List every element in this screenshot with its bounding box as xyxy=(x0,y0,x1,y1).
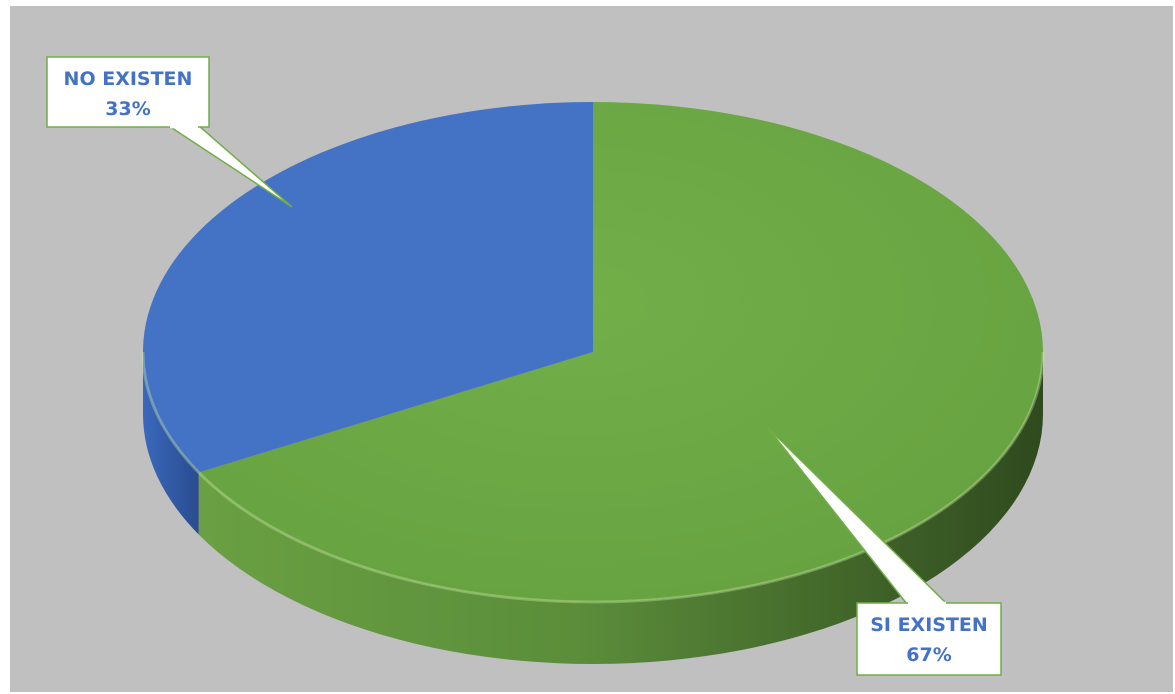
callout-box xyxy=(46,56,210,128)
pie-slice-si-existen xyxy=(198,102,1043,602)
pie-side-no-existen xyxy=(143,352,199,535)
data-label-category: NO EXISTEN xyxy=(64,68,193,90)
data-label-no-existen: NO EXISTEN 33% xyxy=(46,56,293,208)
pie-rim-highlight xyxy=(141,351,1045,604)
callout-box xyxy=(856,602,1002,676)
data-labels: SI EXISTEN 67% NO EXISTEN 33% xyxy=(46,56,1002,676)
pie-tops xyxy=(141,102,1045,604)
data-label-category: SI EXISTEN xyxy=(870,614,988,636)
data-label-si-existen: SI EXISTEN 67% xyxy=(767,427,1002,676)
data-label-percent: 67% xyxy=(906,644,951,666)
pie-sides xyxy=(143,352,1043,664)
pie-slice-no-existen xyxy=(143,102,593,473)
pie-side-si-existen xyxy=(198,352,1043,664)
data-label-percent: 33% xyxy=(105,98,150,120)
